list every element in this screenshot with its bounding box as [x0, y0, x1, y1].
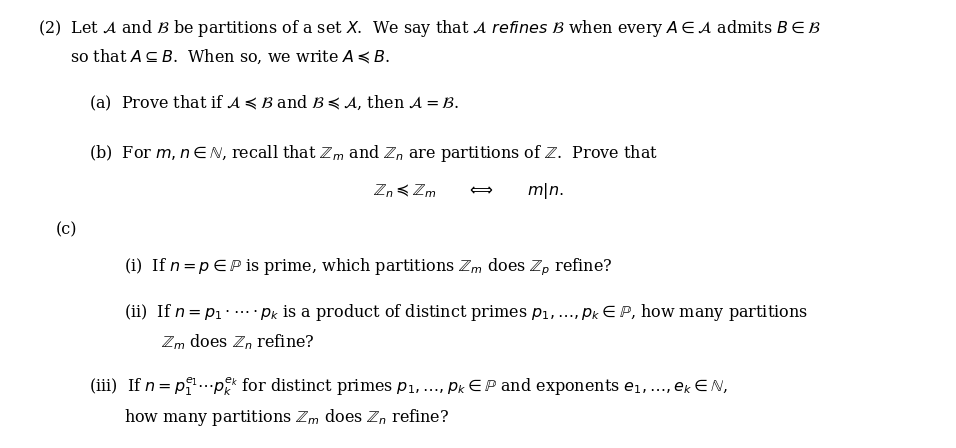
Text: $\mathbb{Z}_n \preceq \mathbb{Z}_m \qquad \Longleftrightarrow \qquad m{|}n.$: $\mathbb{Z}_n \preceq \mathbb{Z}_m \qqua…: [373, 181, 563, 202]
Text: (b)  For $m, n \in \mathbb{N}$, recall that $\mathbb{Z}_m$ and $\mathbb{Z}_n$ ar: (b) For $m, n \in \mathbb{N}$, recall th…: [89, 143, 658, 164]
Text: (c): (c): [55, 222, 76, 239]
Text: (iii)  If $n = p_1^{e_1} \cdots p_k^{e_k}$ for distinct primes $p_1, \ldots, p_k: (iii) If $n = p_1^{e_1} \cdots p_k^{e_k}…: [89, 375, 728, 398]
Text: (i)  If $n = p \in \mathbb{P}$ is prime, which partitions $\mathbb{Z}_m$ does $\: (i) If $n = p \in \mathbb{P}$ is prime, …: [124, 256, 613, 278]
Text: $\mathbb{Z}_m$ does $\mathbb{Z}_n$ refine?: $\mathbb{Z}_m$ does $\mathbb{Z}_n$ refin…: [161, 332, 315, 352]
Text: (ii)  If $n = p_1 \cdot\cdots\cdot p_k$ is a product of distinct primes $p_1, \l: (ii) If $n = p_1 \cdot\cdots\cdot p_k$ i…: [124, 302, 808, 323]
Text: (2)  Let $\mathcal{A}$ and $\mathcal{B}$ be partitions of a set $X$.  We say tha: (2) Let $\mathcal{A}$ and $\mathcal{B}$ …: [38, 18, 821, 39]
Text: (a)  Prove that if $\mathcal{A} \preceq \mathcal{B}$ and $\mathcal{B} \preceq \m: (a) Prove that if $\mathcal{A} \preceq \…: [89, 94, 459, 113]
Text: how many partitions $\mathbb{Z}_m$ does $\mathbb{Z}_n$ refine?: how many partitions $\mathbb{Z}_m$ does …: [124, 407, 449, 428]
Text: so that $A \subseteq B$.  When so, we write $A \preceq B$.: so that $A \subseteq B$. When so, we wri…: [70, 48, 390, 66]
